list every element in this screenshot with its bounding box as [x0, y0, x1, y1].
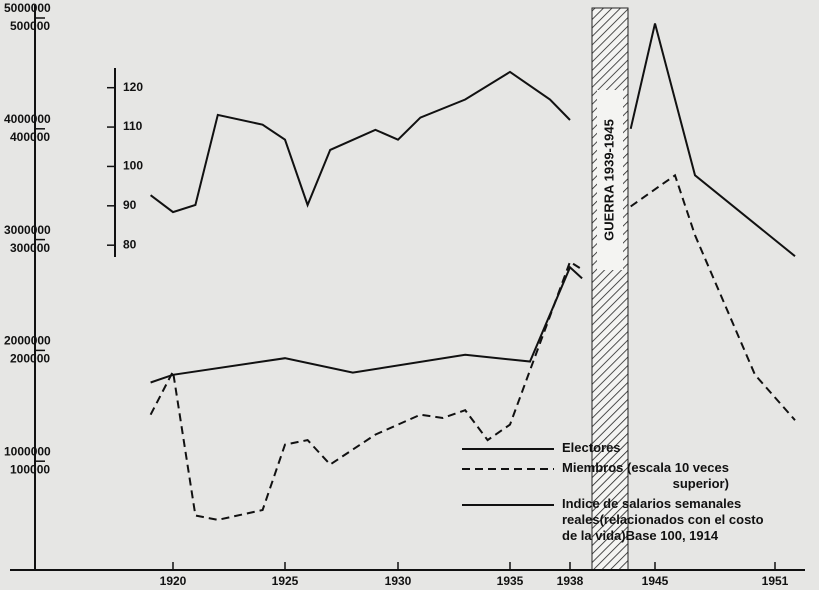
y3-tick-label: 120 [123, 80, 143, 94]
series-line [150, 23, 796, 384]
legend-entry: Miembros (escala 10 veces superior) [462, 460, 814, 492]
y2-tick-label: 100000 [10, 462, 50, 476]
y3-tick-label: 110 [123, 119, 143, 133]
y-tick-label: 5000000 [4, 1, 51, 15]
legend-label: Electores [562, 440, 621, 455]
y2-tick-label: 300000 [10, 241, 50, 255]
legend: Electores Miembros (escala 10 veces super… [462, 440, 814, 548]
legend-swatch [462, 468, 554, 470]
y3-tick-label: 100 [123, 159, 143, 173]
series-line [149, 173, 796, 521]
y-tick-label: 2000000 [4, 334, 51, 348]
y2-tick-label: 500000 [10, 19, 50, 33]
y3-tick-label: 90 [123, 198, 137, 212]
legend-swatch [462, 504, 554, 506]
legend-entry: Electores [462, 440, 814, 456]
x-tick-label: 1945 [642, 574, 669, 588]
y3-tick-label: 80 [123, 237, 137, 251]
legend-label: Miembros (escala 10 veces superior) [562, 460, 729, 491]
x-tick-label: 1925 [272, 574, 299, 588]
war-label-bg [597, 90, 623, 270]
war-label: GUERRA 1939-1945 [601, 119, 616, 241]
y-tick-label: 3000000 [4, 223, 51, 237]
x-tick-label: 1920 [160, 574, 187, 588]
x-tick-label: 1930 [385, 574, 412, 588]
x-tick-label: 1935 [497, 574, 524, 588]
x-tick-label: 1951 [762, 574, 789, 588]
legend-entry: Indice de salarios semanales reales(rela… [462, 496, 814, 544]
y2-tick-label: 200000 [10, 352, 50, 366]
legend-swatch [462, 448, 554, 450]
y2-tick-label: 400000 [10, 130, 50, 144]
legend-label: Indice de salarios semanales reales(rela… [562, 496, 764, 543]
x-tick-label: 1938 [557, 574, 584, 588]
y-tick-label: 1000000 [4, 444, 51, 458]
series-line [149, 70, 571, 214]
y-tick-label: 4000000 [4, 112, 51, 126]
